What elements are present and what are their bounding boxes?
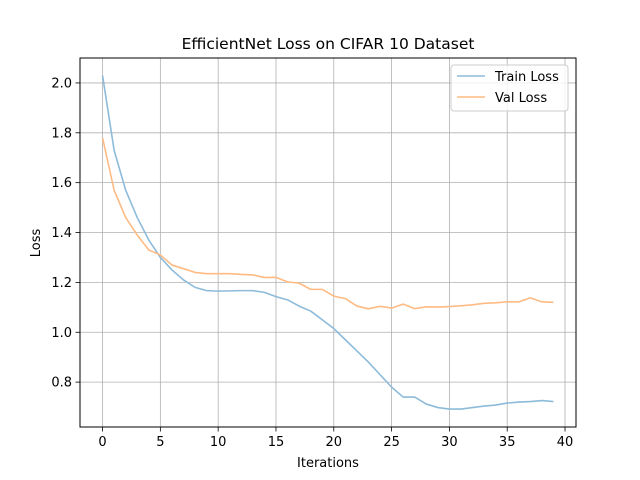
x-tick-label: 0 (98, 435, 106, 450)
plot-area-frame (79, 57, 577, 428)
series-lines (101, 75, 554, 410)
x-tick-label: 20 (326, 435, 343, 450)
x-tick-label: 30 (441, 435, 458, 450)
legend: Train Loss Val Loss (450, 64, 569, 112)
x-tick-label: 5 (156, 435, 164, 450)
y-tick-label: 2.0 (51, 76, 72, 91)
x-tick-label: 15 (268, 435, 285, 450)
x-tick-label: 25 (383, 435, 400, 450)
y-tick-label: 1.6 (51, 176, 72, 191)
chart-title: EfficientNet Loss on CIFAR 10 Dataset (182, 35, 475, 53)
x-tick-label: 35 (499, 435, 516, 450)
axis-ticks: 0 5 10 15 20 25 30 35 40 0.8 1.0 1.2 1.4 1.6 1.8 2.0 (51, 76, 573, 450)
series-line-train-loss (101, 75, 554, 410)
legend-label-val-loss: Val Loss (495, 91, 547, 106)
y-axis-title: Loss (29, 229, 44, 258)
y-tick-label: 0.8 (51, 376, 72, 391)
y-tick-label: 1.4 (51, 226, 72, 241)
legend-label-train-loss: Train Loss (494, 70, 559, 85)
x-tick-label: 40 (557, 435, 574, 450)
x-tick-label: 10 (210, 435, 227, 450)
y-tick-label: 1.2 (51, 276, 72, 291)
x-axis-title: Iterations (297, 456, 359, 471)
grid-lines (80, 58, 576, 427)
y-tick-label: 1.0 (51, 326, 72, 341)
series-line-val-loss (101, 137, 554, 310)
y-tick-label: 1.8 (51, 126, 72, 141)
